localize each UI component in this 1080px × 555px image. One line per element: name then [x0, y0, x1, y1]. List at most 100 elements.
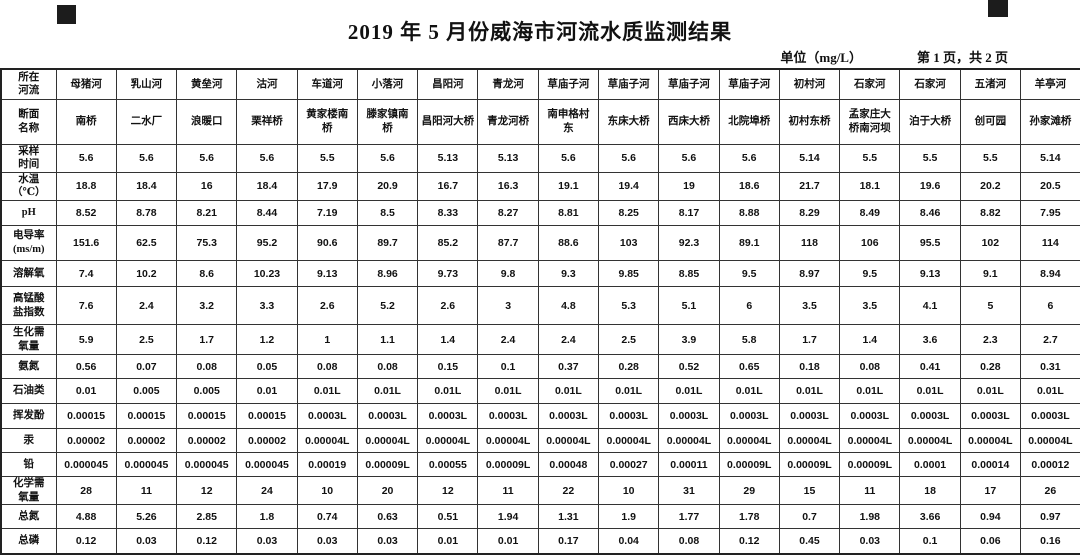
- value-cell: 0.00014: [960, 453, 1020, 477]
- value-cell: 8.33: [418, 201, 478, 226]
- value-cell: 10.2: [116, 261, 176, 287]
- value-cell: 0.0003L: [960, 404, 1020, 429]
- value-cell: 0.0003L: [357, 404, 417, 429]
- value-cell: 10: [297, 477, 357, 505]
- value-cell: 90.6: [297, 226, 357, 261]
- value-cell: 0.12: [177, 529, 237, 554]
- value-cell: 0.01L: [719, 379, 779, 404]
- river-name-cell: 黄垒河: [177, 69, 237, 99]
- value-cell: 18.6: [719, 172, 779, 200]
- value-cell: 0.0003L: [418, 404, 478, 429]
- value-cell: 0.45: [779, 529, 839, 554]
- value-cell: 0.06: [960, 529, 1020, 554]
- value-cell: 2.6: [418, 287, 478, 325]
- value-cell: 0.08: [177, 355, 237, 379]
- river-name-cell: 草庙子河: [719, 69, 779, 99]
- value-cell: 0.31: [1021, 355, 1080, 379]
- value-cell: 0.04: [599, 529, 659, 554]
- value-cell: 75.3: [177, 226, 237, 261]
- value-cell: 0.0003L: [538, 404, 598, 429]
- value-cell: 17: [960, 477, 1020, 505]
- row-header-label: pH: [1, 201, 56, 226]
- value-cell: 0.28: [960, 355, 1020, 379]
- value-cell: 0.03: [237, 529, 297, 554]
- value-cell: 31: [659, 477, 719, 505]
- value-cell: 16.7: [418, 172, 478, 200]
- river-name-cell: 五渚河: [960, 69, 1020, 99]
- value-cell: 0.12: [56, 529, 116, 554]
- value-cell: 0.00004L: [297, 429, 357, 453]
- value-cell: 5.6: [659, 144, 719, 172]
- value-cell: 2.4: [478, 325, 538, 355]
- section-name-cell: 泊于大桥: [900, 99, 960, 144]
- river-name-cell: 初村河: [779, 69, 839, 99]
- value-cell: 0.00004L: [418, 429, 478, 453]
- value-cell: 0.005: [177, 379, 237, 404]
- value-cell: 0.000045: [177, 453, 237, 477]
- value-cell: 0.17: [538, 529, 598, 554]
- value-cell: 0.1: [900, 529, 960, 554]
- value-cell: 8.78: [116, 201, 176, 226]
- value-cell: 3.3: [237, 287, 297, 325]
- value-cell: 85.2: [418, 226, 478, 261]
- value-cell: 0.00055: [418, 453, 478, 477]
- value-cell: 3.2: [177, 287, 237, 325]
- value-cell: 0.00027: [599, 453, 659, 477]
- value-cell: 2.5: [116, 325, 176, 355]
- section-name-cell: 孟家庄大 桥南河坝: [840, 99, 900, 144]
- value-cell: 2.7: [1021, 325, 1080, 355]
- value-cell: 21.7: [779, 172, 839, 200]
- value-cell: 8.52: [56, 201, 116, 226]
- value-cell: 5.5: [840, 144, 900, 172]
- value-cell: 8.49: [840, 201, 900, 226]
- value-cell: 8.94: [1021, 261, 1080, 287]
- value-cell: 1.78: [719, 505, 779, 529]
- value-cell: 16.3: [478, 172, 538, 200]
- river-name-cell: 羊亭河: [1021, 69, 1080, 99]
- value-cell: 92.3: [659, 226, 719, 261]
- value-cell: 20.2: [960, 172, 1020, 200]
- value-cell: 18.8: [56, 172, 116, 200]
- value-cell: 0.01L: [779, 379, 839, 404]
- value-cell: 5.14: [1021, 144, 1080, 172]
- section-name-cell: 滕家镇南 桥: [357, 99, 417, 144]
- value-cell: 89.7: [357, 226, 417, 261]
- value-cell: 5.5: [900, 144, 960, 172]
- value-cell: 0.00048: [538, 453, 598, 477]
- value-cell: 1.77: [659, 505, 719, 529]
- scan-mark-top-left: [57, 5, 76, 24]
- value-cell: 8.25: [599, 201, 659, 226]
- value-cell: 9.13: [900, 261, 960, 287]
- row-header-label: 断面 名称: [1, 99, 56, 144]
- value-cell: 0.00002: [177, 429, 237, 453]
- value-cell: 0.08: [297, 355, 357, 379]
- value-cell: 9.73: [418, 261, 478, 287]
- value-cell: 0.56: [56, 355, 116, 379]
- value-cell: 28: [56, 477, 116, 505]
- value-cell: 0.01: [237, 379, 297, 404]
- value-cell: 1.4: [840, 325, 900, 355]
- value-cell: 0.12: [719, 529, 779, 554]
- river-name-cell: 青龙河: [478, 69, 538, 99]
- row-header-label: 化学需 氧量: [1, 477, 56, 505]
- row-header-label: 电导率 (ms/m): [1, 226, 56, 261]
- value-cell: 12: [418, 477, 478, 505]
- value-cell: 8.97: [779, 261, 839, 287]
- value-cell: 8.44: [237, 201, 297, 226]
- meta-row: 单位（mg/L） 第 1 页，共 2 页: [0, 47, 1080, 65]
- river-name-cell: 乳山河: [116, 69, 176, 99]
- value-cell: 5.6: [599, 144, 659, 172]
- value-cell: 0.000045: [237, 453, 297, 477]
- value-cell: 8.6: [177, 261, 237, 287]
- value-cell: 7.6: [56, 287, 116, 325]
- value-cell: 7.4: [56, 261, 116, 287]
- value-cell: 0.00004L: [960, 429, 1020, 453]
- value-cell: 0.97: [1021, 505, 1080, 529]
- row-header-label: 水温 （℃）: [1, 172, 56, 200]
- value-cell: 0.00002: [237, 429, 297, 453]
- value-cell: 0.16: [1021, 529, 1080, 554]
- water-quality-results-table: 所在 河流母猪河乳山河黄垒河沽河车道河小落河昌阳河青龙河草庙子河草庙子河草庙子河…: [0, 68, 1080, 555]
